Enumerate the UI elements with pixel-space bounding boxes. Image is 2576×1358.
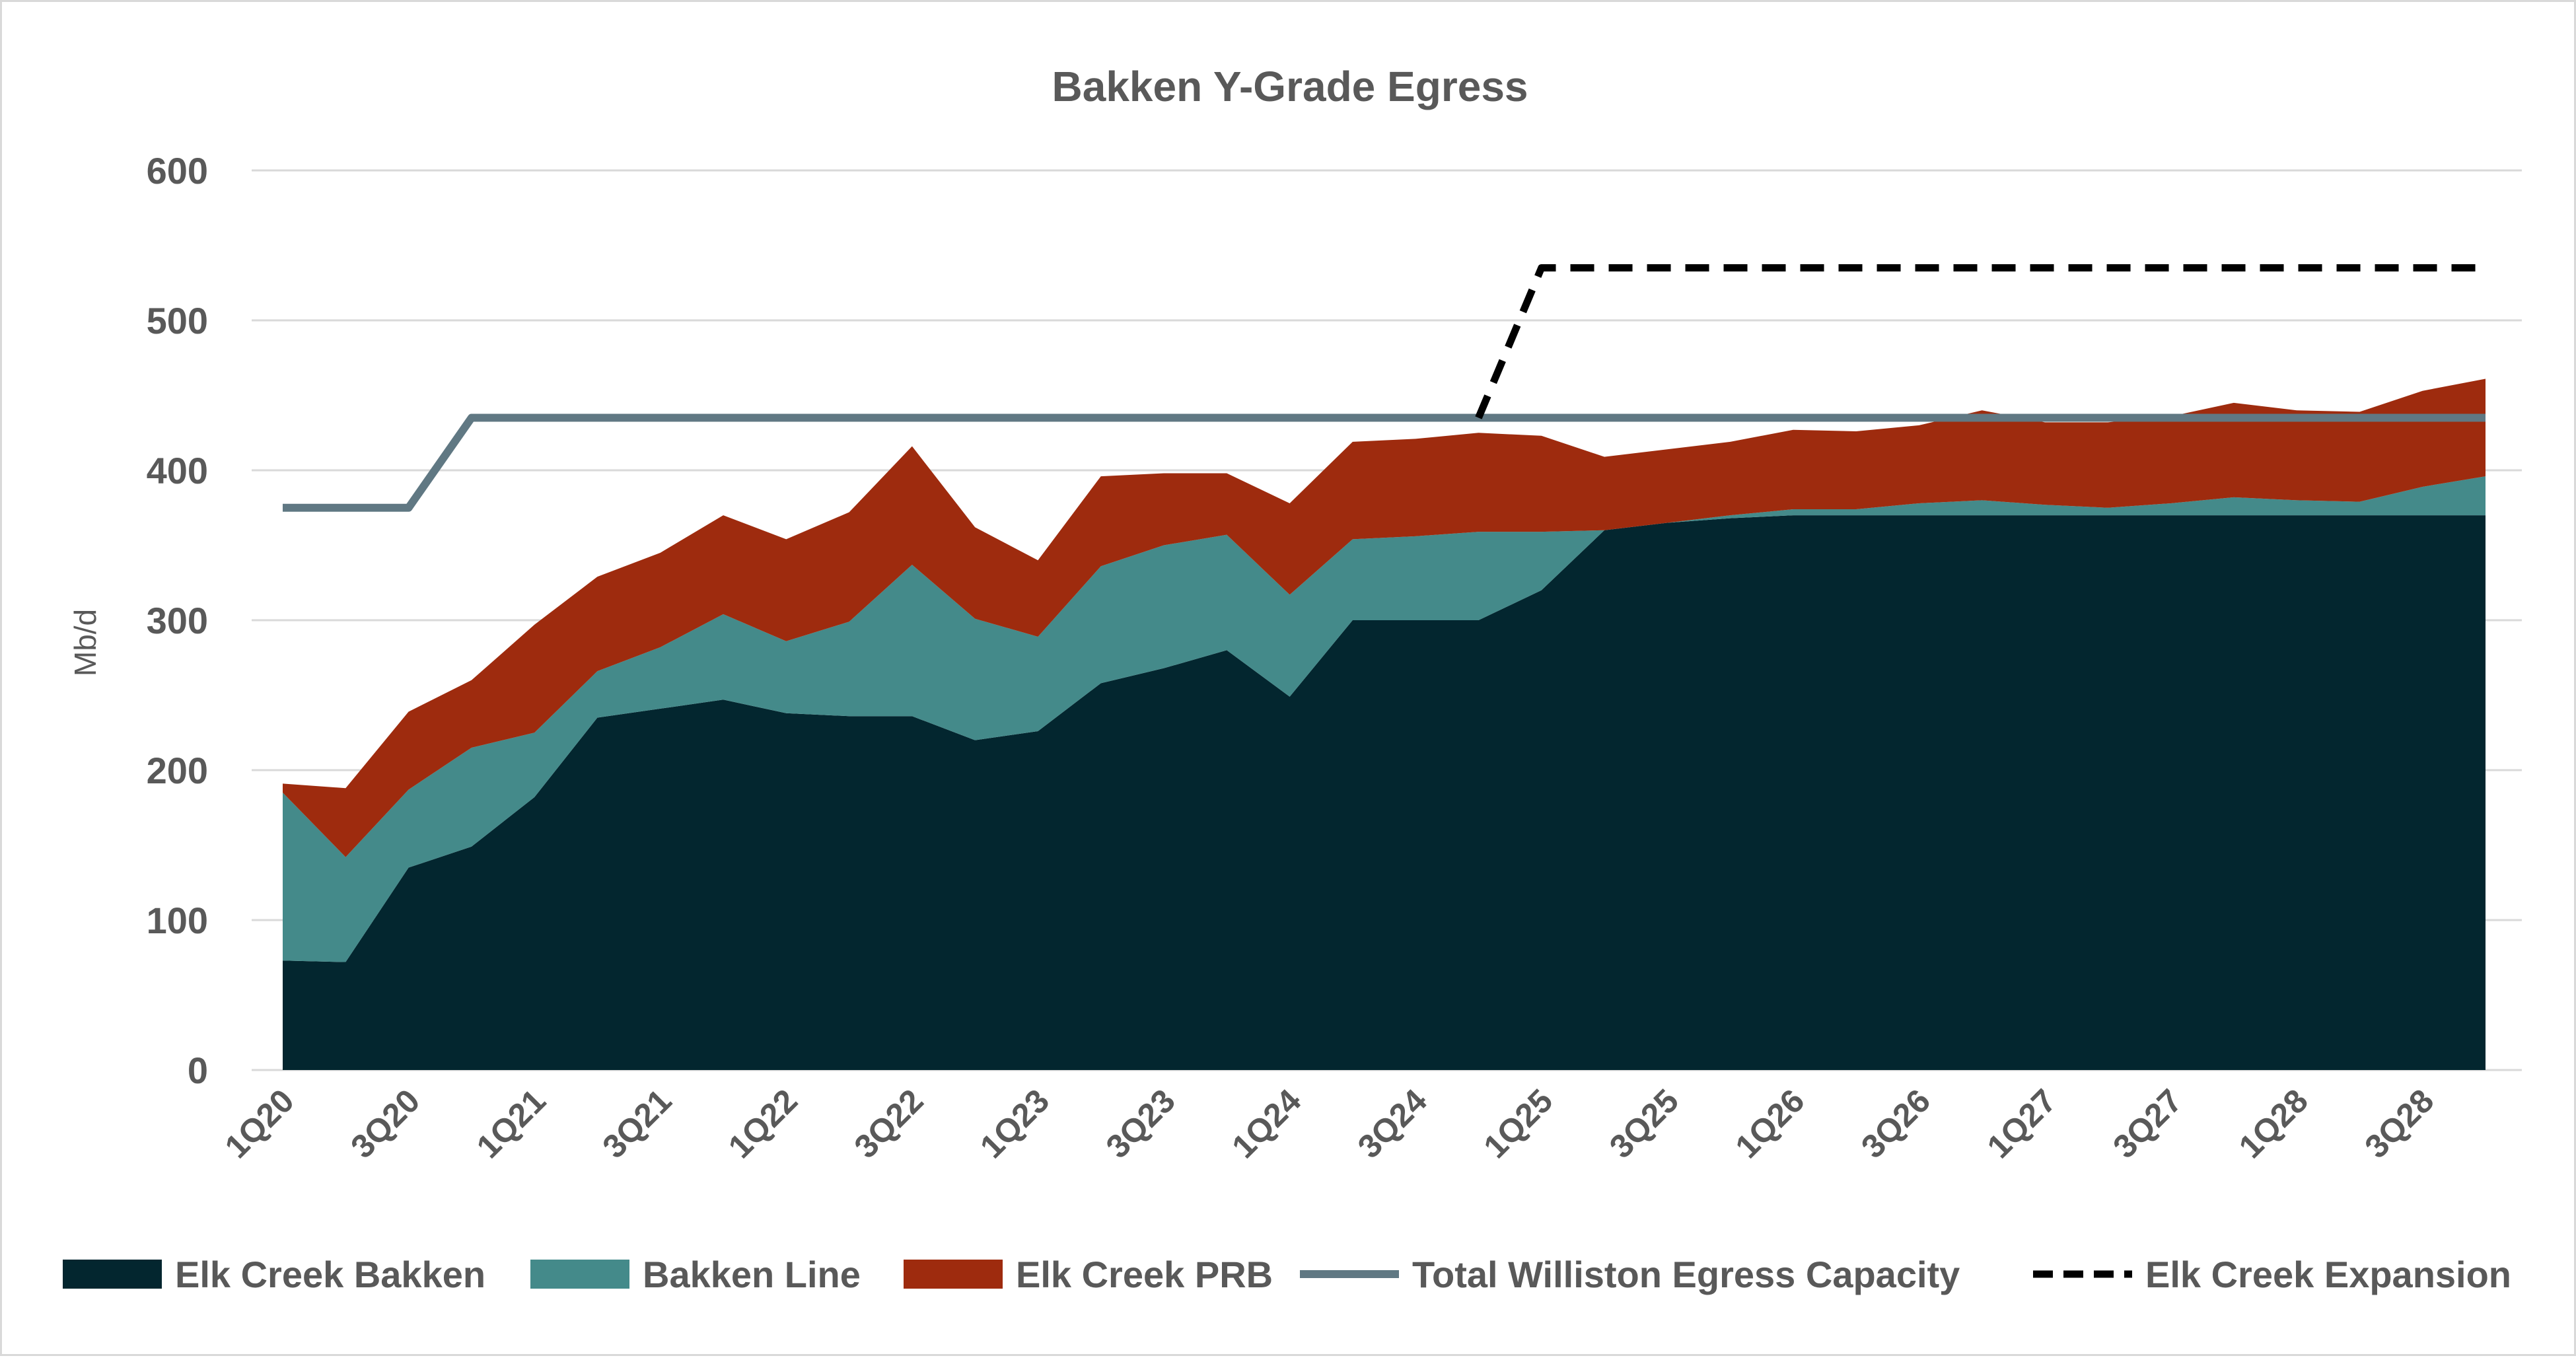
y-tick-label: 300 xyxy=(147,600,208,641)
x-tick-label: 3Q28 xyxy=(2357,1082,2441,1165)
chart-title: Bakken Y-Grade Egress xyxy=(1052,63,1528,110)
x-axis-ticks: 1Q20 3Q20 1Q21 3Q21 1Q22 3Q22 1Q23 3Q23 1Q24 3Q24… xyxy=(218,1082,2441,1165)
y-tick-label: 100 xyxy=(147,900,208,941)
legend-label-bakken-line: Bakken Line xyxy=(643,1254,861,1295)
x-tick-label: 1Q22 xyxy=(721,1082,805,1165)
capacity-lines xyxy=(283,264,2486,512)
line-series-elk-creek-expansion xyxy=(1475,264,2486,419)
stacked-areas xyxy=(283,378,2486,1070)
y-tick-label: 0 xyxy=(188,1050,208,1091)
x-tick-label: 3Q25 xyxy=(1602,1082,1686,1165)
x-tick-label: 1Q27 xyxy=(1980,1082,2063,1165)
y-axis-label: Mb/d xyxy=(68,609,102,676)
legend-swatch-elk-creek-bakken xyxy=(63,1260,162,1289)
x-tick-label: 3Q23 xyxy=(1099,1082,1182,1165)
x-tick-label: 1Q28 xyxy=(2232,1082,2315,1165)
y-tick-label: 200 xyxy=(147,750,208,791)
x-tick-label: 3Q26 xyxy=(1854,1082,1937,1165)
legend-label-total-williston-egress-capacity: Total Williston Egress Capacity xyxy=(1412,1254,1960,1295)
legend: Elk Creek Bakken Bakken Line Elk Creek PRB… xyxy=(63,1254,2511,1295)
legend-label-elk-creek-prb: Elk Creek PRB xyxy=(1016,1254,1273,1295)
area-series-elk-creek-prb xyxy=(283,378,2486,857)
x-tick-label: 3Q21 xyxy=(595,1082,678,1165)
x-tick-label: 1Q20 xyxy=(218,1082,301,1165)
legend-label-elk-creek-bakken: Elk Creek Bakken xyxy=(175,1254,485,1295)
legend-swatch-elk-creek-prb xyxy=(904,1260,1003,1289)
x-tick-label: 1Q23 xyxy=(973,1082,1056,1165)
x-tick-label: 1Q26 xyxy=(1729,1082,1812,1165)
x-tick-label: 3Q20 xyxy=(343,1082,427,1165)
legend-swatch-bakken-line xyxy=(530,1260,629,1289)
area-series-bakken-line xyxy=(283,476,2486,962)
x-tick-label: 3Q27 xyxy=(2106,1082,2189,1165)
y-tick-label: 500 xyxy=(147,300,208,341)
y-tick-label: 400 xyxy=(147,450,208,491)
legend-label-elk-creek-expansion: Elk Creek Expansion xyxy=(2145,1254,2511,1295)
x-tick-label: 1Q21 xyxy=(470,1082,553,1165)
y-tick-label: 600 xyxy=(147,150,208,192)
x-tick-label: 3Q22 xyxy=(847,1082,931,1165)
area-series-elk-creek-bakken xyxy=(283,515,2486,1070)
x-tick-label: 1Q24 xyxy=(1225,1082,1308,1165)
x-tick-label: 1Q25 xyxy=(1476,1082,1559,1165)
x-tick-label: 3Q24 xyxy=(1351,1082,1434,1165)
y-axis-ticks: 0 100 200 300 400 500 600 xyxy=(147,150,208,1091)
